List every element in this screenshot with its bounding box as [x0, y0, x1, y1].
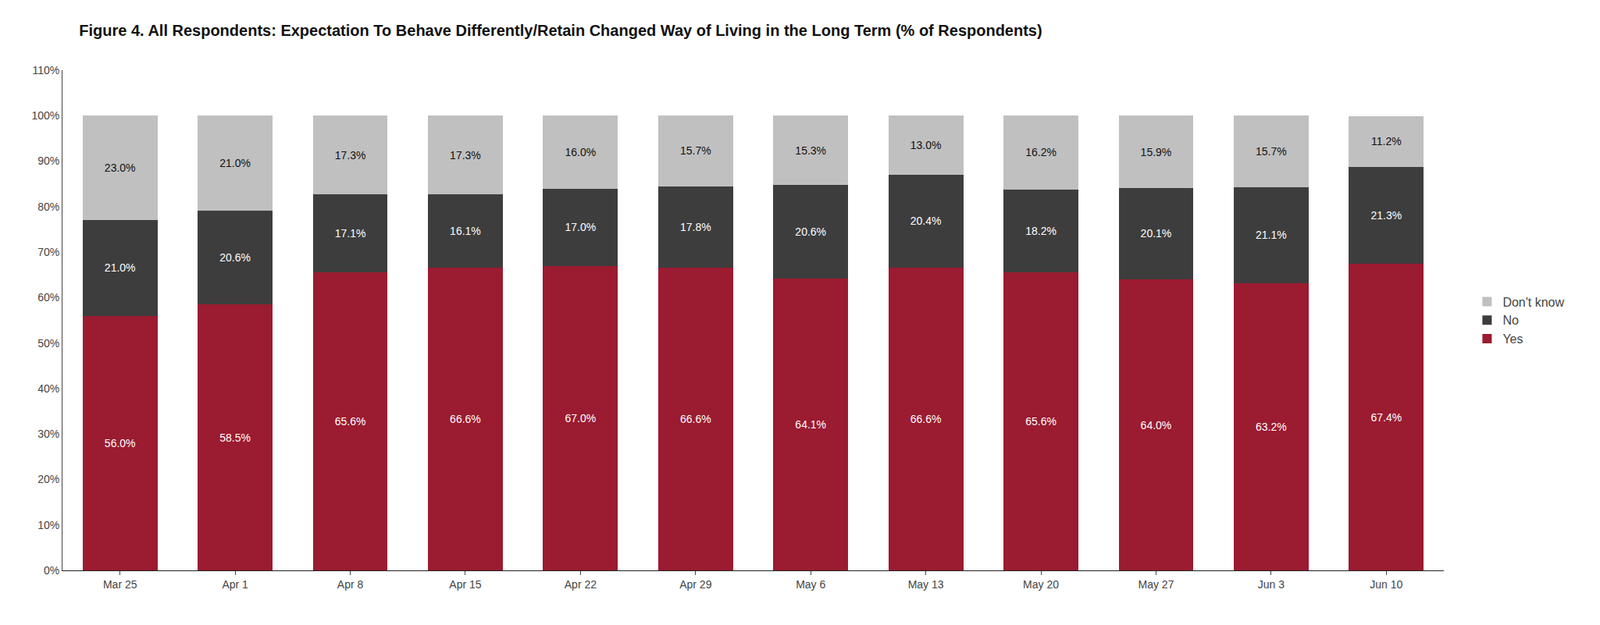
svg-text:15.3%: 15.3% — [794, 144, 827, 157]
svg-text:0%: 0% — [43, 564, 60, 578]
svg-text:May 27: May 27 — [1137, 578, 1174, 592]
svg-text:16.2%: 16.2% — [1025, 146, 1057, 159]
svg-text:90%: 90% — [37, 154, 60, 168]
svg-text:Apr 1: Apr 1 — [221, 578, 249, 592]
svg-text:Apr 15: Apr 15 — [448, 578, 482, 592]
svg-text:13.0%: 13.0% — [910, 138, 942, 152]
svg-text:50%: 50% — [37, 337, 60, 350]
svg-text:Apr 8: Apr 8 — [337, 578, 364, 592]
svg-text:66.6%: 66.6% — [910, 413, 942, 426]
svg-text:10%: 10% — [37, 519, 60, 532]
svg-text:20.6%: 20.6% — [219, 251, 251, 264]
svg-text:17.0%: 17.0% — [565, 220, 597, 234]
svg-text:110%: 110% — [32, 64, 60, 77]
svg-text:15.7%: 15.7% — [1255, 145, 1287, 158]
svg-text:20%: 20% — [37, 473, 60, 486]
svg-text:60%: 60% — [37, 291, 60, 304]
svg-text:17.3%: 17.3% — [449, 149, 482, 162]
svg-text:21.0%: 21.0% — [104, 261, 136, 275]
svg-text:16.0%: 16.0% — [565, 146, 597, 159]
svg-text:21.1%: 21.1% — [1255, 228, 1287, 242]
svg-text:No: No — [1502, 313, 1519, 328]
svg-text:18.2%: 18.2% — [1025, 224, 1057, 238]
svg-text:Jun 3: Jun 3 — [1257, 578, 1285, 592]
svg-text:64.0%: 64.0% — [1140, 419, 1173, 432]
svg-text:21.0%: 21.0% — [219, 156, 251, 170]
svg-text:80%: 80% — [37, 200, 60, 214]
svg-text:100%: 100% — [31, 109, 60, 122]
svg-text:65.6%: 65.6% — [334, 415, 367, 428]
svg-text:66.6%: 66.6% — [449, 413, 482, 426]
svg-text:May 6: May 6 — [795, 578, 826, 592]
svg-text:20.6%: 20.6% — [794, 225, 827, 239]
svg-text:May 13: May 13 — [908, 578, 945, 592]
svg-text:May 20: May 20 — [1022, 578, 1059, 592]
svg-text:Figure 4. All Respondents: Exp: Figure 4. All Respondents: Expectation T… — [78, 21, 1042, 40]
svg-text:67.0%: 67.0% — [565, 412, 597, 425]
svg-text:66.6%: 66.6% — [680, 413, 712, 426]
svg-text:Don't know: Don't know — [1502, 295, 1565, 310]
svg-text:40%: 40% — [37, 382, 60, 396]
svg-text:56.0%: 56.0% — [104, 437, 136, 450]
svg-text:Apr 29: Apr 29 — [679, 578, 712, 592]
svg-text:16.1%: 16.1% — [449, 224, 482, 238]
svg-text:15.7%: 15.7% — [680, 144, 712, 157]
svg-text:11.2%: 11.2% — [1371, 135, 1402, 148]
svg-text:15.9%: 15.9% — [1140, 146, 1173, 159]
svg-text:64.1%: 64.1% — [794, 418, 827, 432]
svg-text:17.8%: 17.8% — [680, 220, 712, 234]
svg-text:23.0%: 23.0% — [104, 161, 136, 175]
svg-text:Mar 25: Mar 25 — [103, 578, 138, 592]
svg-text:63.2%: 63.2% — [1255, 420, 1287, 434]
svg-text:70%: 70% — [37, 245, 60, 259]
svg-text:21.3%: 21.3% — [1370, 209, 1402, 222]
svg-text:20.1%: 20.1% — [1140, 227, 1173, 240]
svg-text:67.4%: 67.4% — [1370, 411, 1402, 425]
svg-text:58.5%: 58.5% — [219, 431, 251, 445]
svg-text:65.6%: 65.6% — [1025, 415, 1057, 428]
svg-text:Apr 22: Apr 22 — [564, 578, 597, 592]
svg-text:17.3%: 17.3% — [334, 149, 367, 162]
svg-text:Yes: Yes — [1502, 332, 1523, 346]
svg-text:Jun 10: Jun 10 — [1369, 578, 1403, 592]
svg-text:20.4%: 20.4% — [910, 214, 942, 228]
svg-text:30%: 30% — [37, 427, 60, 441]
svg-text:17.1%: 17.1% — [334, 227, 367, 240]
